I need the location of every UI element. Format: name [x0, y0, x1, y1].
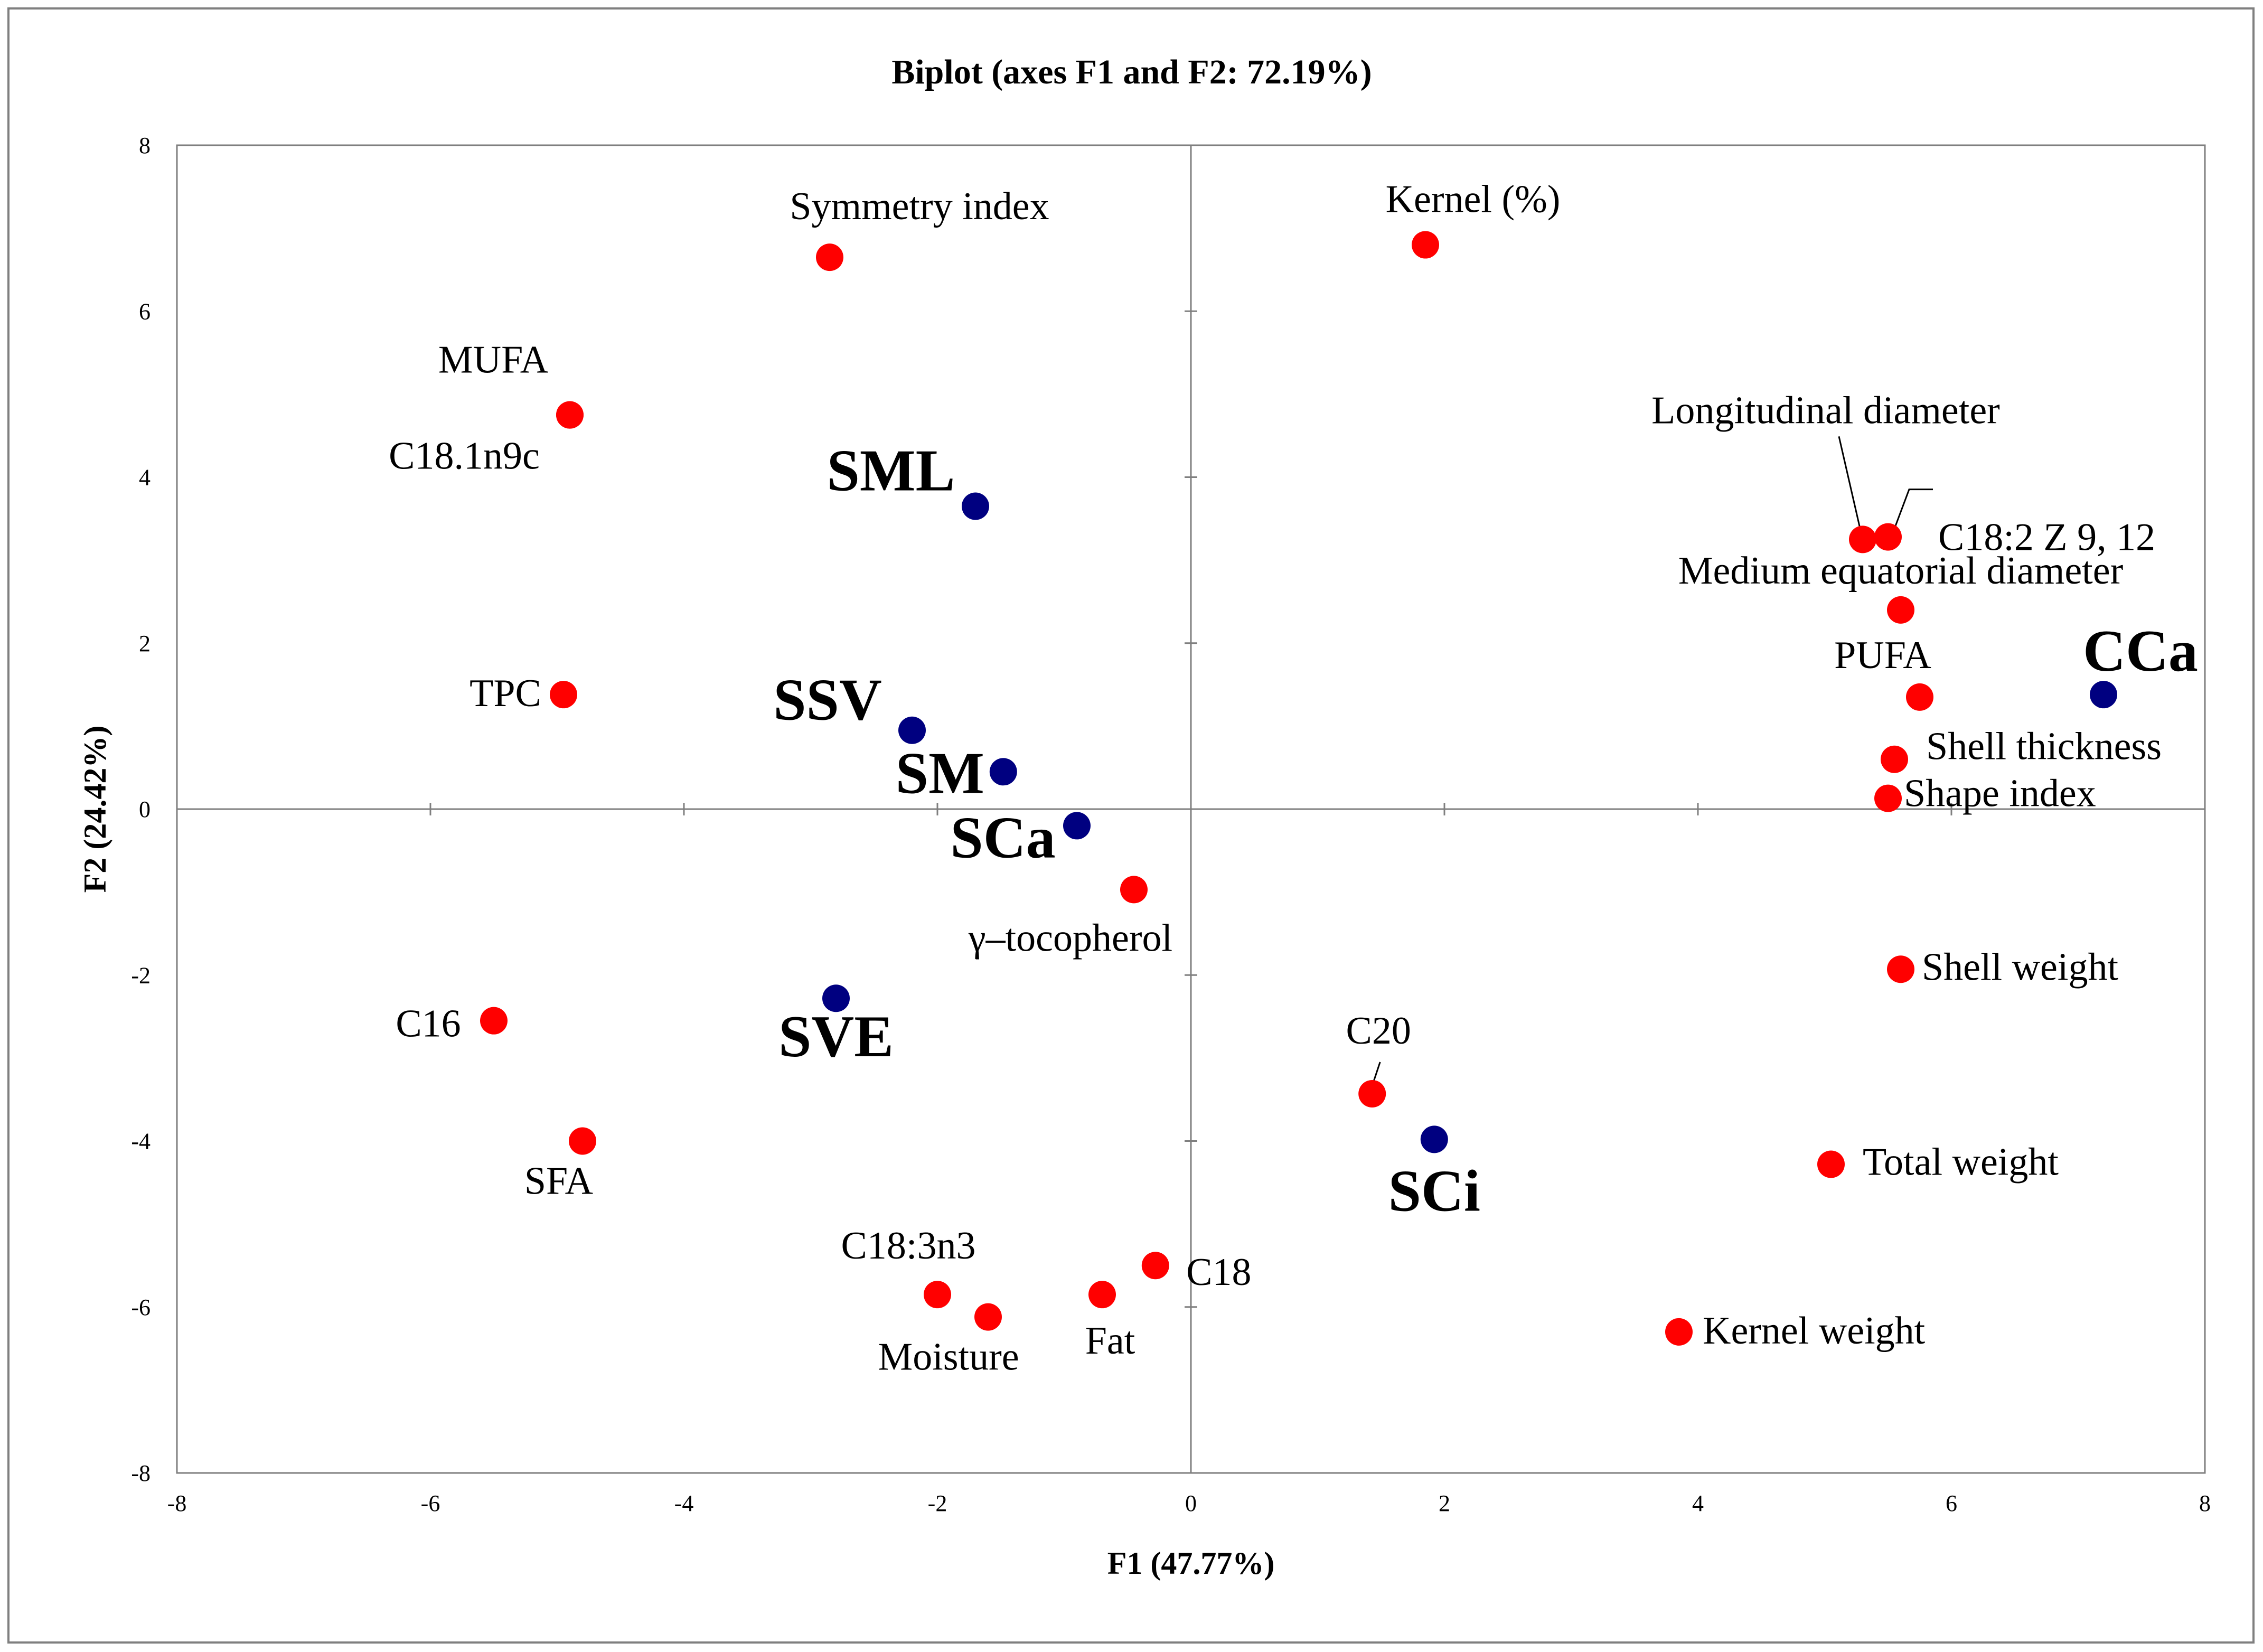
observation-point-sml [962, 492, 989, 520]
variable-label-kernel-weight: Kernel weight [1703, 1309, 1926, 1353]
x-tick-label: 2 [1439, 1490, 1450, 1516]
observation-point-sm [989, 758, 1017, 786]
x-tick-label: -2 [928, 1490, 947, 1516]
observation-point-sve [822, 984, 850, 1012]
leader-line-longitudinal-diameter [1838, 436, 1862, 533]
x-tick-label: -8 [167, 1490, 187, 1516]
variable-label-c18-2-z-9-12: C18:2 Z 9, 12 [1938, 516, 2155, 559]
variable-point-fat [1088, 1281, 1116, 1309]
variable-label-moisture: Moisture [878, 1336, 1019, 1379]
y-tick-label: 0 [139, 796, 151, 822]
variable-label-medium-equatorial-diameter: Medium equatorial diameter [1678, 549, 2123, 593]
y-tick-label: -8 [131, 1460, 151, 1486]
observation-label-sve: SVE [778, 1004, 894, 1069]
variable-label-tpc: TPC [469, 672, 541, 715]
y-tick-label: -4 [131, 1129, 151, 1154]
observation-label-cca: CCa [2083, 618, 2198, 684]
observation-point-cca [2090, 681, 2117, 709]
variable-point-c18-2-z-9-12 [1874, 523, 1902, 551]
observation-point-sci [1420, 1125, 1448, 1153]
variable-point-shape-index [1874, 784, 1902, 812]
variable-point-shell-weight [1887, 955, 1914, 983]
point-labels: Symmetry index Kernel (%) MUFA C18.1n9c Long… [389, 178, 2198, 1379]
variable-point-total-weight [1817, 1150, 1845, 1178]
variable-label-shape-index: Shape index [1904, 772, 2096, 815]
variable-label-longitudinal-diameter: Longitudinal diameter [1651, 389, 2000, 432]
observation-label-sca: SCa [950, 805, 1055, 870]
chart-title: Biplot (axes F1 and F2: 72.19%) [891, 53, 1372, 91]
variable-label-total-weight: Total weight [1863, 1140, 2059, 1184]
observation-point-sca [1063, 812, 1091, 840]
variable-point-c18-1n9c [556, 401, 584, 429]
variable-label-c18-1n9c: C18.1n9c [389, 435, 540, 478]
observation-point-ssv [898, 716, 926, 744]
tick-labels: -8 -6 -4 -2 0 2 4 6 8 8 6 4 2 0 -2 -4 -6 -8 [131, 133, 2211, 1516]
variable-label-shell-weight: Shell weight [1922, 945, 2118, 989]
x-tick-label: 0 [1185, 1490, 1197, 1516]
variable-point-longitudinal-diameter [1849, 525, 1876, 553]
data-points [480, 231, 2117, 1346]
variable-point-c18-3n3 [924, 1281, 951, 1309]
variable-point-tocopherol [1120, 876, 1148, 904]
variable-point-symmetry-index [816, 243, 843, 271]
chart-frame [7, 7, 2255, 1644]
variable-point-tpc [550, 681, 577, 709]
x-tick-label: 6 [1946, 1490, 1957, 1516]
variable-point-medium-equatorial-diameter [1887, 596, 1914, 624]
axes-layer [176, 144, 2206, 1474]
variable-label-shell-thickness: Shell thickness [1926, 725, 2162, 768]
leader-line-c18-2-z-9-12 [1892, 489, 1933, 532]
variable-point-moisture [974, 1303, 1002, 1331]
variable-point-c18 [1141, 1252, 1169, 1280]
y-tick-label: 4 [139, 465, 151, 491]
variable-label-mufa: MUFA [438, 339, 548, 382]
variable-point-sfa [569, 1127, 596, 1155]
variable-label-pufa: PUFA [1834, 634, 1931, 677]
variable-point-kernel [1412, 231, 1439, 259]
variable-label-sfa: SFA [524, 1160, 593, 1203]
variable-label-c20: C20 [1346, 1009, 1411, 1053]
observation-label-sci: SCi [1388, 1158, 1480, 1224]
variable-label-symmetry-index: Symmetry index [790, 185, 1049, 228]
y-tick-label: -6 [131, 1294, 151, 1320]
observation-label-ssv: SSV [773, 668, 881, 733]
variable-label-fat: Fat [1085, 1319, 1135, 1363]
observation-label-sm: SM [896, 740, 984, 806]
variable-point-kernel-weight [1665, 1318, 1693, 1346]
x-tick-label: -6 [421, 1490, 440, 1516]
variable-point-shell-thickness [1881, 745, 1908, 773]
x-tick-label: 4 [1692, 1490, 1704, 1516]
variable-point-c20 [1358, 1080, 1386, 1107]
x-axis-label: F1 (47.77%) [1107, 1546, 1275, 1581]
leader-lines [1371, 436, 1933, 1086]
variable-label-c16: C16 [396, 1002, 461, 1046]
y-tick-label: 8 [139, 133, 151, 158]
y-tick-label: 2 [139, 631, 151, 656]
variable-label-c18-3n3: C18:3n3 [841, 1224, 976, 1268]
variable-point-pufa [1906, 683, 1933, 711]
variable-label-c18: C18 [1186, 1251, 1251, 1294]
y-axis-label: F2 (24.42%) [78, 726, 112, 893]
y-tick-label: 6 [139, 298, 151, 324]
x-tick-label: 8 [2199, 1490, 2211, 1516]
observation-label-sml: SML [827, 438, 955, 503]
x-tick-label: -4 [674, 1490, 694, 1516]
variable-label-tocopherol: γ–tocopherol [968, 916, 1172, 960]
variable-point-c16 [480, 1007, 508, 1035]
y-tick-label: -2 [131, 962, 151, 988]
variable-label-kernel: Kernel (%) [1386, 178, 1561, 221]
